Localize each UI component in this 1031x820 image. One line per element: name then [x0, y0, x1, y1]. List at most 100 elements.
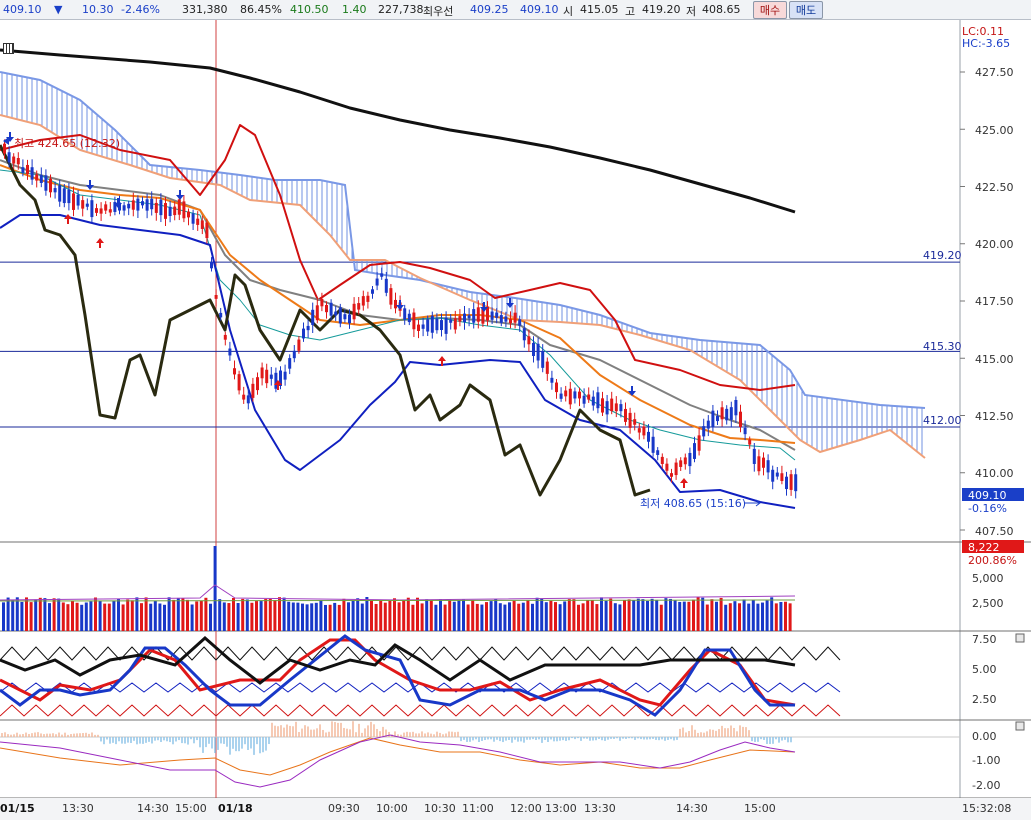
grid-toggle-icon[interactable] [3, 43, 14, 54]
volume-bar [586, 600, 590, 631]
volume-bar [245, 599, 249, 631]
volume-bar [471, 600, 475, 631]
candle-body [417, 324, 420, 331]
low-label: 저 [686, 5, 697, 18]
volume-bar [779, 601, 783, 631]
volume-bar [250, 602, 254, 631]
volume-bar [195, 601, 199, 631]
price-tick: 410.00 [975, 467, 1014, 480]
candle-body [619, 404, 623, 412]
time-label: 13:30 [584, 802, 616, 815]
volume-bar [558, 604, 562, 631]
price-tick: 415.00 [975, 353, 1014, 366]
volume-bar [535, 597, 539, 631]
buy-signal-arrow-icon [96, 238, 104, 248]
volume-bar [61, 602, 65, 631]
candle-body [775, 472, 779, 477]
volume-bar [126, 599, 130, 631]
volume-bar [650, 598, 654, 631]
candle-body [674, 462, 678, 476]
volume-bar [425, 599, 429, 631]
volume-bar [135, 597, 139, 631]
volume-bar [15, 597, 19, 631]
price-chart[interactable]: LC:0.11 HC:-3.65 427.50 425.00 422.50 42… [0, 20, 1031, 820]
volume-bar [466, 604, 470, 631]
candle-body [265, 369, 269, 384]
volume-bar [342, 598, 346, 631]
volume-bar [696, 597, 700, 631]
volume-tick: 5,000 [972, 572, 1004, 585]
candle-body [522, 328, 526, 341]
close-panel-icon[interactable] [1015, 633, 1025, 643]
candle-body [325, 304, 328, 313]
volume-bar [241, 598, 245, 631]
candle-body [187, 211, 190, 218]
volume-bar [742, 599, 746, 631]
open-label: 시 [563, 5, 574, 18]
volume-bar [333, 602, 337, 631]
volume-bar [544, 602, 548, 631]
candle-body [665, 463, 669, 471]
volume-bar [512, 600, 516, 631]
volume-bar [429, 600, 433, 631]
candle-body [3, 143, 6, 154]
candle-body [233, 368, 236, 375]
volume-bar [751, 600, 755, 631]
candle-body [12, 156, 16, 164]
candle-body [182, 201, 186, 219]
time-label: 14:30 [137, 802, 169, 815]
volume-bar [623, 600, 626, 631]
candle-body [58, 185, 62, 202]
volume-bar [172, 599, 176, 631]
current-price: 409.10 [3, 3, 42, 16]
current-price-tag: 409.10 [968, 489, 1007, 502]
lc-label: LC:0.11 [962, 25, 1004, 38]
candle-body [527, 336, 531, 345]
volume-bar [641, 599, 645, 631]
volume-bar [52, 598, 56, 631]
volume-bar [434, 604, 438, 631]
volume-bar [370, 600, 373, 631]
candle-body [752, 448, 756, 464]
volume-bar [503, 604, 507, 631]
candle-body [315, 305, 319, 321]
time-axis: 01/15 13:30 14:30 15:00 01/18 09:30 10:0… [0, 802, 1011, 815]
volume-bar [452, 601, 456, 631]
volume-bar [107, 603, 111, 631]
volume-bar [213, 546, 217, 631]
sell-button[interactable]: 매도 [789, 1, 823, 19]
volume-bar [314, 602, 318, 631]
candle-body [329, 302, 333, 316]
candle-body [380, 273, 384, 277]
buy-signal-arrow-icon [680, 478, 688, 488]
volume-bar [337, 604, 341, 631]
candle-body [53, 188, 57, 193]
volume-bar [494, 599, 498, 631]
candle-body [532, 342, 535, 356]
candle-body [789, 474, 793, 490]
volume-bar [117, 598, 120, 631]
volume-bar [646, 601, 649, 631]
volume-bar [581, 603, 585, 631]
close-panel-icon[interactable] [1015, 721, 1025, 731]
buy-button[interactable]: 매수 [753, 1, 787, 19]
hline-label: 419.20 [923, 249, 962, 262]
candle-body [196, 218, 200, 225]
price-tick-labels: 427.50 425.00 422.50 420.00 417.50 415.0… [975, 66, 1014, 538]
volume-bar [678, 601, 682, 631]
volume-bar [351, 600, 355, 631]
candle-body [274, 372, 278, 389]
volume-bar [572, 599, 576, 631]
volume-bar [498, 603, 502, 631]
candle-body [141, 201, 144, 206]
volume-bar [71, 600, 74, 631]
volume-bar [577, 604, 580, 631]
volume-bar [411, 604, 415, 631]
volume-bar [218, 599, 222, 631]
sell-signal-arrow-icon [176, 190, 184, 200]
candle-body [237, 374, 241, 391]
candle-body [683, 457, 687, 465]
current-pct-tag: -0.16% [968, 502, 1007, 515]
price-tick: 422.50 [975, 181, 1014, 194]
candle-body [440, 320, 443, 331]
